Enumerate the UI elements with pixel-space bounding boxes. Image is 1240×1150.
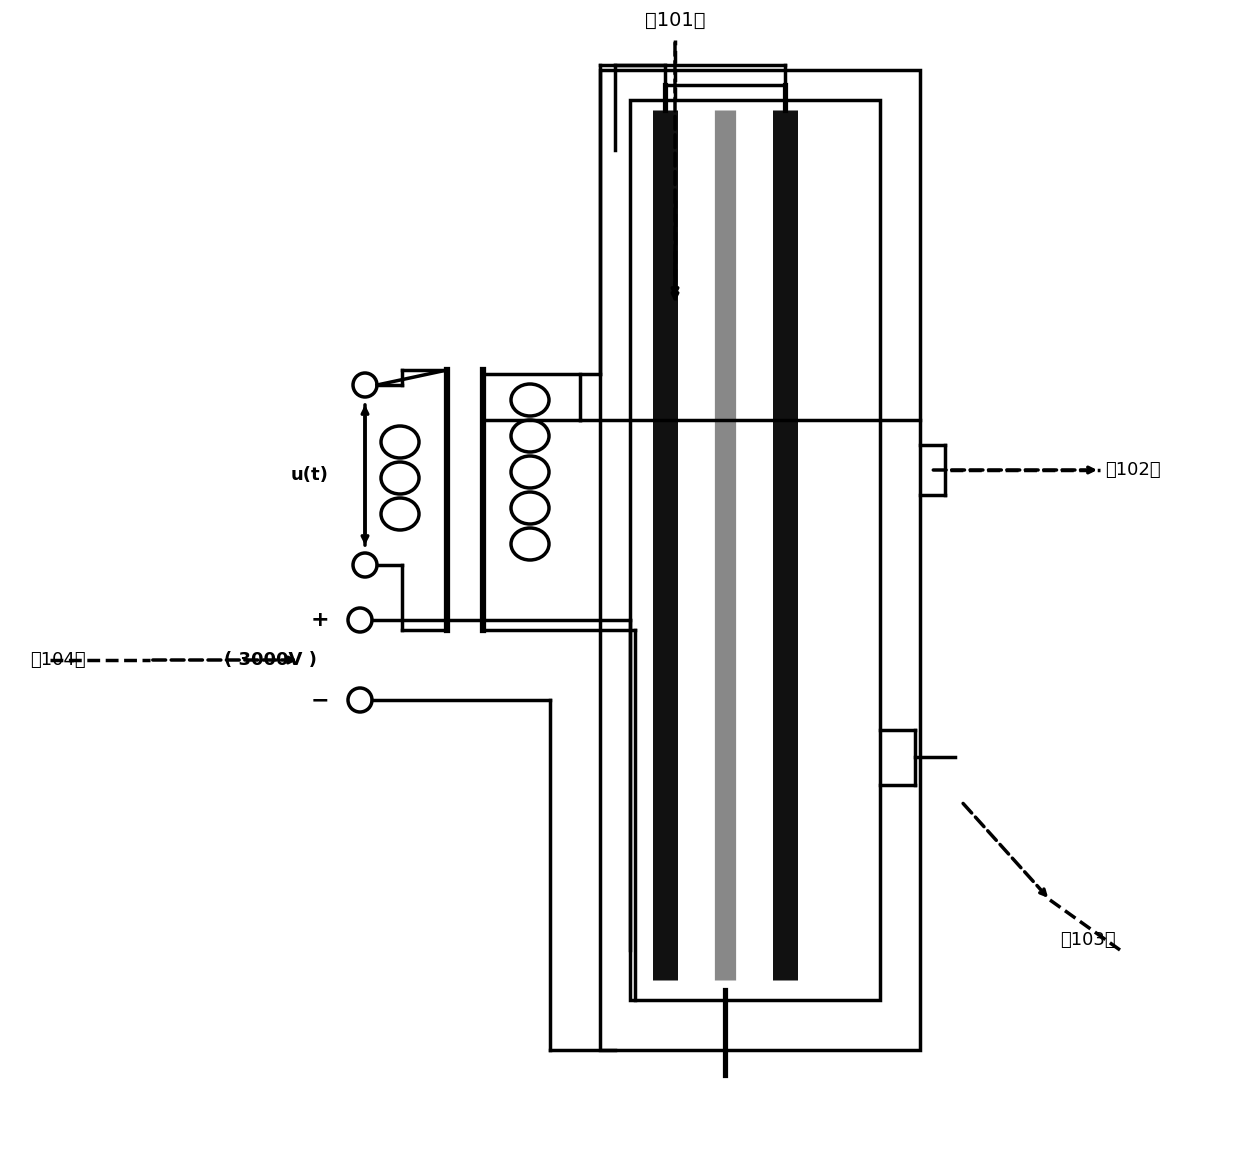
Bar xyxy=(630,100,880,1000)
Text: （103）: （103） xyxy=(1060,932,1116,949)
Text: −: − xyxy=(311,690,330,710)
Text: （104）: （104） xyxy=(30,651,86,669)
Text: （102）: （102） xyxy=(1105,461,1161,480)
Bar xyxy=(600,70,920,1050)
Text: u(t): u(t) xyxy=(291,466,329,484)
Text: （101）: （101） xyxy=(645,12,706,30)
Text: +: + xyxy=(311,610,330,630)
Text: ( 3000V ): ( 3000V ) xyxy=(223,651,316,669)
